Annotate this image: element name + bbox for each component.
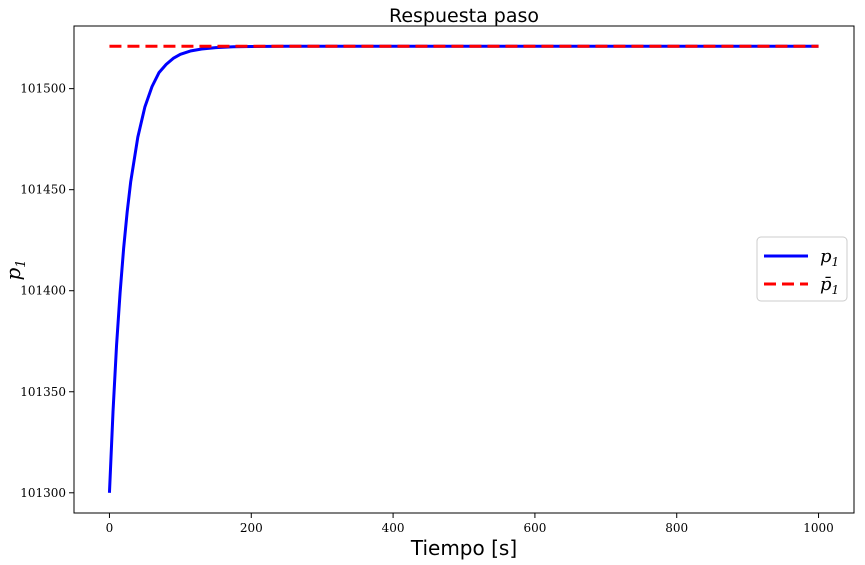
axes-frame <box>73 25 855 514</box>
y-axis-label-main: p <box>1 268 25 281</box>
x-axis-label: Tiempo [s] <box>410 536 517 560</box>
y-tick-label: 101300 <box>20 486 66 500</box>
x-tick-label: 600 <box>523 521 546 535</box>
y-axis: 101300 101350 101400 101450 101500 <box>20 82 74 500</box>
y-tick-label: 101500 <box>20 82 66 96</box>
y-tick-label: 101400 <box>20 284 66 298</box>
legend-label-series-1-subscript: 1 <box>832 255 840 269</box>
legend-label-series-2-subscript: 1 <box>832 283 840 297</box>
y-tick-label: 101350 <box>20 385 66 399</box>
legend-label-series-2-main: p̄ <box>820 274 832 295</box>
y-axis-label-subscript: 1 <box>14 259 29 267</box>
x-tick-label: 0 <box>106 521 114 535</box>
y-axis-label: p1 <box>1 259 29 280</box>
plot-area <box>73 25 855 514</box>
x-axis: 0 200 400 600 800 1000 <box>106 513 834 535</box>
x-tick-label: 1000 <box>803 521 834 535</box>
x-tick-label: 800 <box>665 521 688 535</box>
x-tick-label: 200 <box>240 521 263 535</box>
legend-label-series-2: p̄1 <box>820 274 839 297</box>
chart-title: Respuesta paso <box>389 5 539 27</box>
legend-box <box>756 236 848 302</box>
legend-label-series-1-main: p <box>820 246 832 267</box>
x-tick-label: 400 <box>382 521 405 535</box>
legend: p1 p̄1 <box>756 236 848 302</box>
legend-label-series-1: p1 <box>820 246 839 269</box>
y-tick-label: 101450 <box>20 183 66 197</box>
